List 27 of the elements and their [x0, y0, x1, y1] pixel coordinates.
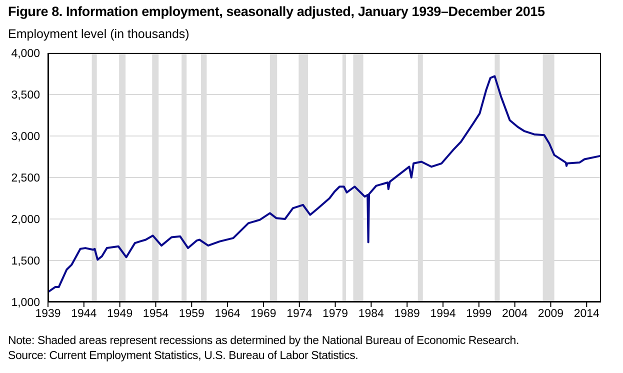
y-axis-title: Employment level (in thousands): [8, 27, 190, 41]
x-tick-label: 1974: [286, 308, 313, 320]
text: Note: Shaded areas represent recessions as determined by the National Bureau of Economic Research.: [8, 335, 519, 347]
y-tick-label: 2,000: [11, 214, 40, 226]
y-tick-label: 1,500: [11, 256, 40, 268]
x-tick-label: 1999: [466, 308, 492, 320]
x-tick-label: 1984: [358, 308, 385, 320]
x-tick-label: 1954: [142, 308, 170, 320]
chart-title: Figure 8. Information employment, seasonally adjusted, January 1939–December 2015: [8, 4, 545, 19]
x-tick-label: 1969: [250, 308, 276, 320]
x-tick-label: 1959: [178, 308, 204, 320]
y-tick-label: 2,500: [11, 172, 40, 185]
x-tick-label: 1939: [35, 308, 61, 320]
x-tick-label: 2009: [538, 308, 564, 320]
y-tick-label: 1,000: [11, 297, 40, 310]
x-tick-label: 1944: [71, 308, 98, 320]
y-tick-label: 3,000: [11, 131, 40, 144]
x-tick-label: 2014: [574, 308, 600, 320]
y-tick-label: 3,500: [11, 90, 40, 102]
source-note: Source: Current Employment Statistics, U.S. Bureau of Labor Statistics.: [8, 350, 358, 362]
x-tick-label: 1964: [214, 308, 241, 320]
x-tick-label: 1994: [430, 308, 456, 320]
x-tick-label: 1979: [322, 308, 348, 320]
x-tick-label: 1949: [107, 308, 133, 320]
y-tick-label: 4,000: [11, 48, 40, 60]
x-tick-label: 1989: [394, 308, 420, 320]
x-tick-label: 2004: [502, 308, 528, 320]
